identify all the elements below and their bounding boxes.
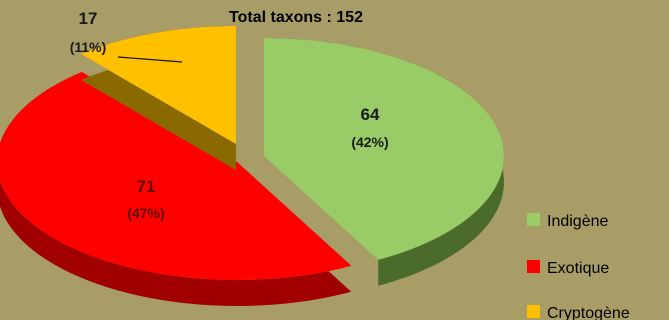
legend-label-cryptogene: Cryptogène bbox=[547, 305, 630, 320]
data-label-indigene-pct: (42%) bbox=[351, 134, 388, 150]
legend-swatch-indigene bbox=[527, 213, 540, 226]
data-label-exotique-pct: (47%) bbox=[127, 205, 164, 221]
data-label-cryptogene-pct: (11%) bbox=[70, 39, 107, 55]
slice-cryptogene-top bbox=[80, 25, 236, 144]
slice-exotique-side bbox=[0, 71, 352, 306]
slice-cryptogene bbox=[80, 25, 236, 170]
slice-exotique-top bbox=[0, 71, 352, 280]
data-label-cryptogene-value: 17 bbox=[79, 9, 98, 28]
legend-swatch-exotique bbox=[527, 260, 540, 273]
legend-label-exotique: Exotique bbox=[547, 260, 609, 277]
chart-title: Total taxons : 152 bbox=[229, 9, 363, 26]
data-label-exotique-value: 71 bbox=[137, 177, 156, 196]
leader-line-cryptogene bbox=[117, 56, 183, 63]
legend: Indigène Exotique Cryptogène bbox=[527, 213, 630, 320]
legend-swatch-cryptogene bbox=[527, 305, 540, 318]
legend-label-indigene: Indigène bbox=[547, 213, 608, 230]
data-label-indigene-value: 64 bbox=[361, 105, 380, 124]
slice-indigene bbox=[264, 38, 504, 286]
slice-indigene-top bbox=[264, 38, 504, 260]
slice-exotique bbox=[0, 71, 352, 306]
